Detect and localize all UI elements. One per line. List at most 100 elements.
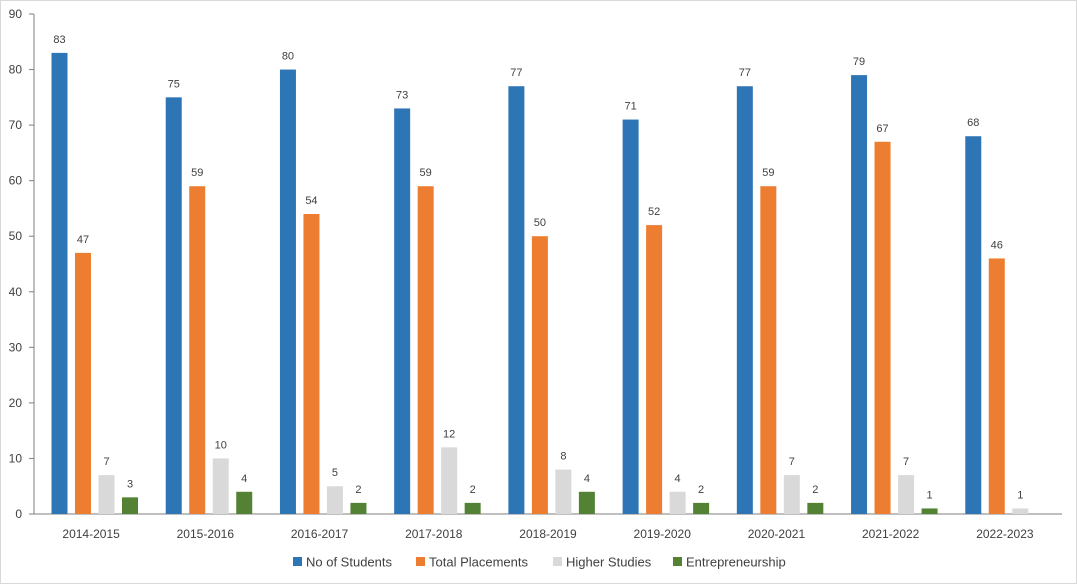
data-label: 52 — [648, 206, 660, 218]
bar — [508, 86, 525, 514]
data-label: 73 — [396, 89, 408, 101]
legend-label: Higher Studies — [566, 555, 652, 570]
data-label: 2 — [355, 484, 361, 496]
data-label: 71 — [624, 101, 636, 113]
data-label: 79 — [853, 56, 865, 68]
data-label: 4 — [241, 473, 247, 485]
data-label: 83 — [53, 34, 65, 46]
data-label: 75 — [168, 78, 180, 90]
legend-label: No of Students — [306, 555, 392, 570]
legend-label: Entrepreneurship — [686, 555, 786, 570]
bar — [851, 75, 868, 514]
legend-swatch — [416, 557, 425, 566]
bar — [303, 214, 320, 514]
data-label: 80 — [282, 51, 294, 63]
data-label: 7 — [789, 456, 795, 468]
data-label: 54 — [305, 195, 317, 207]
y-tick-label: 30 — [9, 340, 23, 354]
x-tick-label: 2016-2017 — [291, 527, 349, 541]
bar — [350, 502, 367, 514]
bar — [279, 69, 296, 515]
legend-swatch — [293, 557, 302, 566]
data-label: 59 — [191, 167, 203, 179]
x-tick-label: 2019-2020 — [634, 527, 692, 541]
bar — [898, 475, 915, 514]
bar — [921, 508, 938, 514]
data-label: 2 — [470, 484, 476, 496]
x-tick-label: 2015-2016 — [177, 527, 235, 541]
bar — [212, 458, 229, 514]
y-tick-label: 80 — [9, 63, 23, 77]
data-label: 2 — [812, 484, 818, 496]
data-label: 59 — [420, 167, 432, 179]
data-label: 8 — [560, 451, 566, 463]
legend-swatch — [673, 557, 682, 566]
data-label: 59 — [762, 167, 774, 179]
data-label: 10 — [215, 439, 227, 451]
data-label: 5 — [332, 467, 338, 479]
y-tick-label: 10 — [9, 451, 23, 465]
data-label: 4 — [584, 473, 590, 485]
bar — [988, 258, 1005, 514]
bar — [326, 486, 343, 514]
data-label: 1 — [1017, 489, 1023, 501]
bar — [693, 502, 710, 514]
bar — [874, 141, 891, 514]
y-tick-label: 20 — [9, 396, 23, 410]
bar — [417, 186, 434, 514]
bar — [646, 225, 663, 514]
bar — [165, 97, 182, 514]
bar — [622, 119, 639, 515]
data-labels: 8347737559104805452735912277508471524277… — [53, 34, 1023, 502]
bar — [760, 186, 777, 514]
data-label: 12 — [443, 428, 455, 440]
data-label: 46 — [991, 239, 1003, 251]
bar — [965, 136, 982, 514]
bar — [122, 497, 138, 514]
bar — [736, 86, 753, 514]
x-tick-label: 2014-2015 — [62, 527, 120, 541]
y-tick-label: 40 — [9, 285, 23, 299]
bar — [669, 491, 686, 514]
data-label: 7 — [903, 456, 909, 468]
bar — [75, 252, 91, 514]
x-tick-label: 2022-2023 — [976, 527, 1034, 541]
bar — [394, 108, 411, 514]
legend-label: Total Placements — [429, 555, 528, 570]
x-axis: 2014-2015 2015-2016 2016-2017 2017-2018 2018… — [34, 513, 1062, 541]
legend: No of Students Total Placements Higher Stu… — [293, 555, 786, 570]
y-tick-label: 70 — [9, 118, 23, 132]
data-label: 1 — [926, 489, 932, 501]
x-tick-label: 2021-2022 — [862, 527, 920, 541]
y-tick-label: 0 — [15, 507, 22, 521]
bar — [189, 186, 206, 514]
bar — [1012, 508, 1029, 514]
bar — [555, 469, 572, 514]
data-label: 47 — [77, 234, 89, 246]
data-label: 7 — [103, 456, 109, 468]
legend-swatch — [553, 557, 562, 566]
data-label: 67 — [876, 123, 888, 135]
data-label: 77 — [739, 67, 751, 79]
bar — [51, 52, 68, 515]
data-label: 2 — [698, 484, 704, 496]
bar — [236, 491, 253, 514]
data-label: 50 — [534, 217, 546, 229]
bar — [441, 447, 458, 514]
y-tick-label: 90 — [9, 7, 23, 21]
x-tick-label: 2018-2019 — [519, 527, 577, 541]
y-axis: 0 10 20 30 40 50 60 70 80 90 — [9, 7, 35, 521]
bar — [464, 502, 481, 514]
bar — [783, 475, 800, 514]
bar — [98, 475, 115, 514]
bars — [51, 52, 1029, 515]
data-label: 3 — [127, 478, 133, 490]
bar — [578, 491, 595, 514]
y-tick-label: 60 — [9, 174, 23, 188]
x-tick-label: 2017-2018 — [405, 527, 463, 541]
data-label: 77 — [510, 67, 522, 79]
data-label: 68 — [967, 117, 979, 129]
bar — [531, 236, 548, 514]
x-tick-label: 2020-2021 — [748, 527, 806, 541]
